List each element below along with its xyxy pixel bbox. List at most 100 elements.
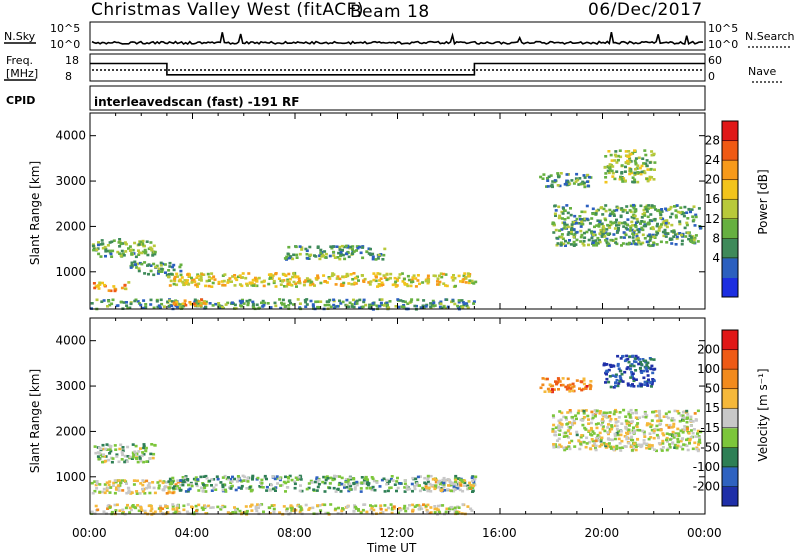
power-cell-7 <box>647 222 651 225</box>
velocity-colorbar-swatch <box>722 466 738 487</box>
velocity-cell-7 <box>546 387 550 391</box>
power-cell-6 <box>356 246 360 250</box>
power-cell-1 <box>153 250 157 254</box>
cpid-label: CPID <box>6 94 36 107</box>
velocity-cell-5 <box>590 433 594 437</box>
power-cell-7 <box>631 232 635 235</box>
velocity-cell-5 <box>662 433 666 437</box>
velocity-cell-5 <box>557 424 561 427</box>
power-cell-7 <box>688 239 692 243</box>
velocity-cell-0 <box>383 504 387 507</box>
velocity-cell-0 <box>357 509 360 512</box>
velocity-cell-2 <box>171 491 175 495</box>
power-cell-0 <box>446 305 450 309</box>
velocity-cell-2 <box>120 479 124 482</box>
velocity-cell-3 <box>186 490 190 493</box>
velocity-cell-5 <box>594 446 597 450</box>
power-cell-7 <box>636 236 640 240</box>
power-cell-5 <box>338 277 342 281</box>
velocity-cell-5 <box>617 416 621 419</box>
power-cell-9 <box>542 173 546 176</box>
velocity-cell-6 <box>650 385 653 388</box>
velocity-cell-0 <box>372 508 376 512</box>
velocity-cell-5 <box>618 442 622 445</box>
power-cell-0 <box>196 299 199 303</box>
power-cell-7 <box>622 231 626 234</box>
power-cell-7 <box>579 240 583 243</box>
power-cell-5 <box>351 278 355 281</box>
velocity-cell-3 <box>224 488 227 492</box>
velocity-cell-0 <box>288 512 292 515</box>
velocity-cell-6 <box>626 357 630 361</box>
power-cell-7 <box>593 233 597 237</box>
velocity-cell-3 <box>251 478 254 481</box>
power-cell-0 <box>401 300 405 303</box>
velocity-cell-0 <box>175 504 179 507</box>
power-cell-0 <box>345 298 349 302</box>
velocity-cell-5 <box>613 432 617 436</box>
power-cell-1 <box>122 254 126 257</box>
velocity-cell-2 <box>139 482 143 485</box>
power-cell-6 <box>295 256 299 259</box>
power-cell-9 <box>559 172 563 175</box>
power-cell-7 <box>652 241 656 245</box>
velocity-cell-3 <box>389 477 393 481</box>
x-tick-label: 00:00 <box>72 526 107 540</box>
velocity-cell-0 <box>329 503 333 506</box>
velocity-cell-0 <box>143 511 147 515</box>
velocity-cell-5 <box>683 443 687 447</box>
power-cell-0 <box>397 305 401 309</box>
power-cell-5 <box>199 279 203 282</box>
velocity-cell-5 <box>620 439 624 443</box>
velocity-cell-5 <box>581 419 585 422</box>
power-cell-5 <box>223 273 227 276</box>
power-cell-0 <box>195 301 199 304</box>
power-cell-7 <box>675 237 679 240</box>
velocity-cell-5 <box>597 439 601 442</box>
velocity-cell-0 <box>124 506 128 510</box>
power-cell-1 <box>97 243 100 247</box>
velocity-cell-3 <box>338 475 342 478</box>
power-cell-7 <box>569 207 572 210</box>
power-cell-8 <box>609 153 613 157</box>
velocity-cell-3 <box>271 475 275 478</box>
power-cell-6 <box>319 252 323 256</box>
velocity-cell-3 <box>395 480 399 483</box>
velocity-cell-5 <box>634 445 638 449</box>
velocity-cell-5 <box>596 422 600 425</box>
power-cell-0 <box>287 304 291 307</box>
power-cell-7 <box>644 224 648 228</box>
velocity-cell-6 <box>636 356 640 359</box>
power-cell-1 <box>139 240 143 244</box>
power-cell-0 <box>283 305 287 308</box>
power-colorbar-tick-label: 4 <box>712 251 720 265</box>
velocity-cell-6 <box>633 357 637 360</box>
power-cell-6 <box>285 255 289 259</box>
velocity-cell-0 <box>190 505 193 509</box>
velocity-cell-0 <box>290 507 294 510</box>
velocity-cell-4 <box>440 488 444 491</box>
power-cell-0 <box>218 306 222 310</box>
velocity-cell-5 <box>657 409 661 413</box>
velocity-cell-3 <box>322 475 326 479</box>
power-cell-0 <box>466 306 470 310</box>
velocity-cell-3 <box>246 480 250 483</box>
power-cell-6 <box>329 245 333 248</box>
velocity-cell-7 <box>571 382 575 386</box>
velocity-cell-5 <box>599 423 603 427</box>
power-colorbar-swatch <box>722 179 738 200</box>
velocity-cell-5 <box>680 437 684 441</box>
power-cell-7 <box>653 217 657 221</box>
power-cell-7 <box>631 236 635 239</box>
power-cell-7 <box>562 207 565 210</box>
velocity-cell-5 <box>600 419 604 423</box>
power-cell-7 <box>659 240 663 244</box>
power-cell-8 <box>634 168 637 171</box>
power-cell-5 <box>472 282 476 285</box>
velocity-cell-5 <box>605 442 609 446</box>
power-cell-0 <box>386 303 389 307</box>
power-cell-7 <box>643 214 647 217</box>
velocity-cell-5 <box>552 446 556 449</box>
velocity-cell-3 <box>263 474 267 478</box>
velocity-cell-5 <box>606 437 610 441</box>
